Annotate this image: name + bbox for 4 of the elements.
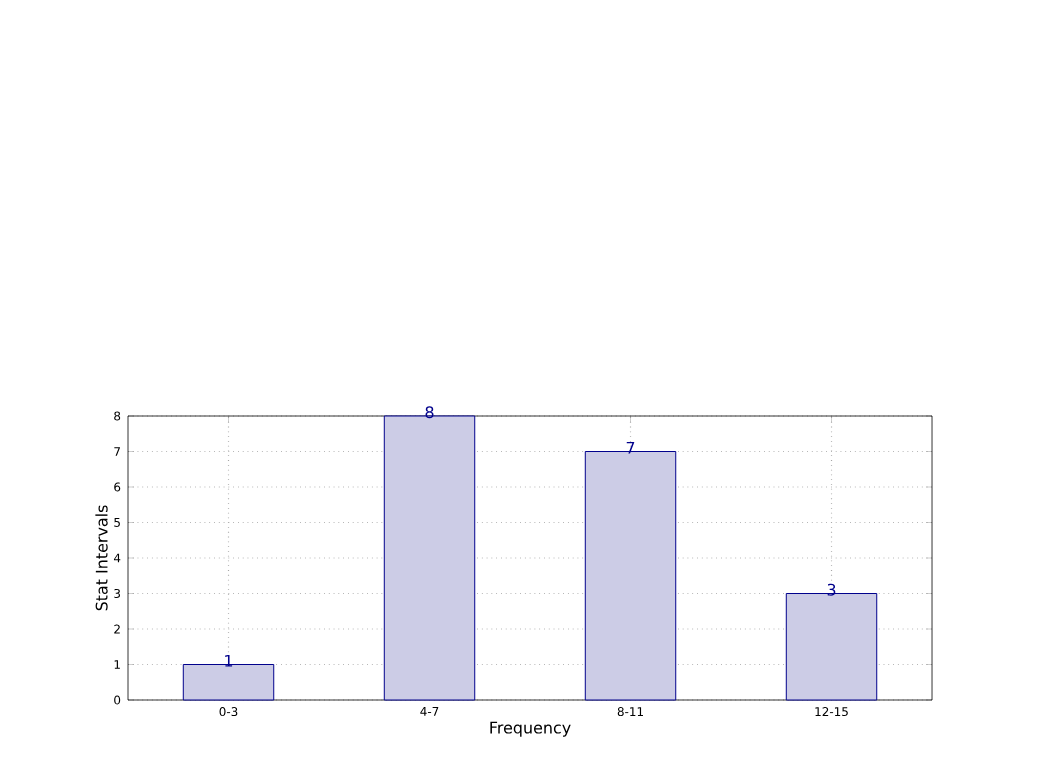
bar (785, 593, 878, 701)
bar (182, 664, 275, 701)
bar (584, 451, 677, 701)
bar (383, 415, 476, 701)
